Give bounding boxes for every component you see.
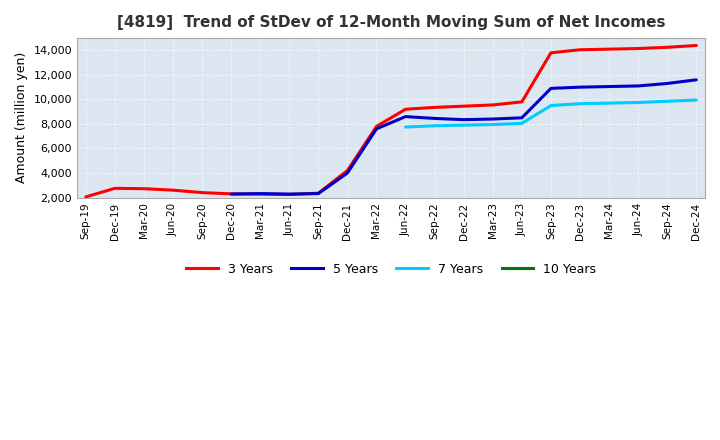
3 Years (692, 43, 701, 48)
3 Years (431, 105, 439, 110)
5 Years (488, 117, 497, 122)
3 Years (140, 186, 148, 191)
7 Years (634, 100, 642, 105)
7 Years (401, 125, 410, 130)
3 Years (459, 103, 468, 109)
7 Years (488, 122, 497, 127)
Title: [4819]  Trend of StDev of 12-Month Moving Sum of Net Incomes: [4819] Trend of StDev of 12-Month Moving… (117, 15, 665, 30)
3 Years (372, 124, 381, 129)
3 Years (110, 186, 119, 191)
7 Years (459, 122, 468, 128)
5 Years (401, 114, 410, 119)
5 Years (285, 191, 294, 197)
7 Years (663, 99, 672, 104)
5 Years (663, 81, 672, 86)
Line: 5 Years: 5 Years (231, 80, 696, 194)
3 Years (605, 47, 613, 52)
3 Years (81, 194, 90, 200)
7 Years (576, 101, 585, 106)
3 Years (401, 106, 410, 112)
3 Years (343, 168, 352, 173)
3 Years (168, 187, 177, 193)
3 Years (285, 192, 294, 197)
5 Years (256, 191, 264, 196)
3 Years (256, 191, 264, 197)
7 Years (605, 100, 613, 106)
3 Years (634, 46, 642, 51)
5 Years (605, 84, 613, 89)
7 Years (431, 123, 439, 128)
3 Years (663, 45, 672, 50)
Legend: 3 Years, 5 Years, 7 Years, 10 Years: 3 Years, 5 Years, 7 Years, 10 Years (181, 257, 600, 281)
3 Years (576, 47, 585, 52)
5 Years (372, 126, 381, 132)
7 Years (546, 103, 555, 108)
3 Years (227, 191, 235, 197)
3 Years (314, 191, 323, 196)
7 Years (692, 97, 701, 103)
5 Years (314, 191, 323, 196)
Line: 3 Years: 3 Years (86, 45, 696, 197)
Line: 7 Years: 7 Years (405, 100, 696, 127)
5 Years (343, 170, 352, 176)
Y-axis label: Amount (million yen): Amount (million yen) (15, 52, 28, 183)
5 Years (634, 83, 642, 88)
3 Years (488, 103, 497, 108)
7 Years (518, 121, 526, 126)
5 Years (576, 84, 585, 90)
3 Years (198, 190, 207, 195)
5 Years (692, 77, 701, 82)
5 Years (518, 115, 526, 121)
5 Years (459, 117, 468, 122)
3 Years (546, 50, 555, 55)
5 Years (431, 116, 439, 121)
5 Years (546, 86, 555, 91)
5 Years (227, 191, 235, 197)
3 Years (518, 99, 526, 105)
